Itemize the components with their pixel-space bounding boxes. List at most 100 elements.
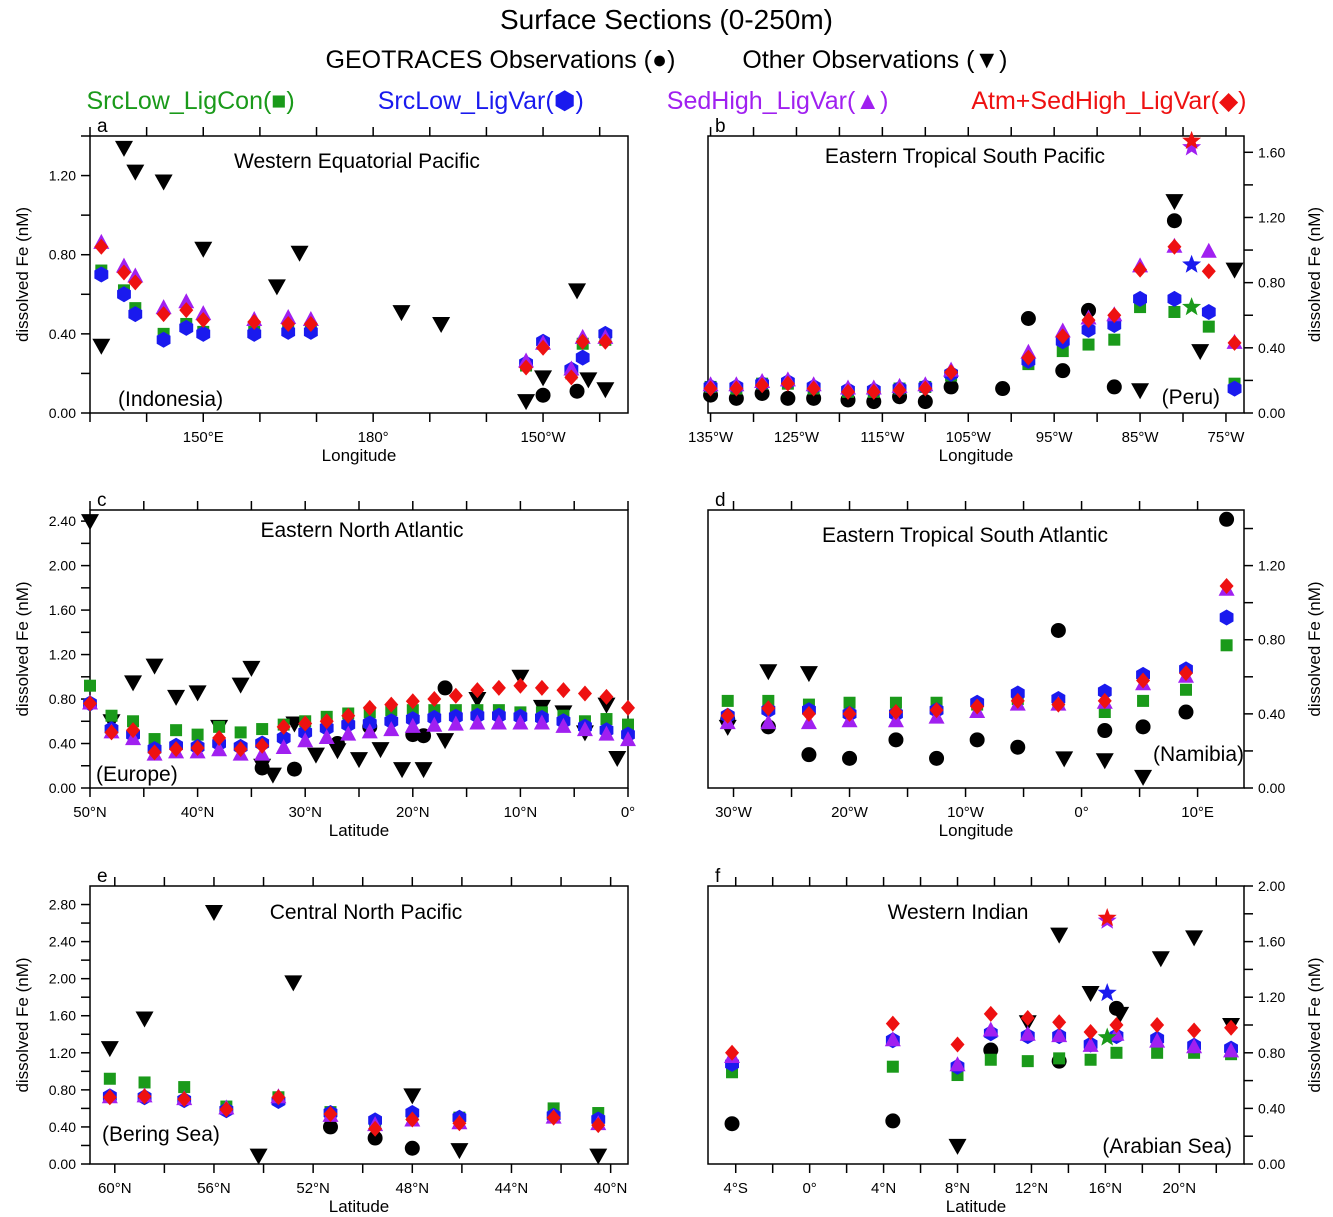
data-point [1097,983,1117,1002]
data-point [286,761,302,777]
series-other-observations [81,514,627,784]
y-axis-label: dissolved Fe (nM) [1305,581,1324,716]
y-tick-label: 2.40 [49,934,76,950]
data-point [536,339,551,356]
y-tick-label: 0.40 [49,1119,76,1135]
plot-frame [707,509,1245,789]
data-point [196,325,211,342]
data-point [102,1089,117,1106]
data-point [81,514,99,531]
series-geotraces-observations [703,213,1182,410]
data-point [564,369,579,386]
data-point [556,682,571,699]
data-point [842,705,857,722]
series-sedhigh-ligvar [93,233,614,376]
data-point [1050,622,1066,638]
y-tick-label: 1.60 [1258,934,1285,950]
data-point [1201,304,1216,320]
series-srclow-ligvar-star- [1097,983,1117,1002]
data-point [234,726,247,739]
x-tick-label: 40°N [181,804,215,821]
y-tick-label: 0.40 [49,326,76,342]
data-point [188,685,207,702]
data-point [1136,672,1151,689]
data-point [535,387,551,403]
panel-title: Eastern Tropical South Pacific [825,145,1105,168]
data-point [1167,238,1182,255]
data-point [247,325,262,342]
data-point [806,380,821,397]
data-point [367,1130,383,1146]
data-point [513,677,528,694]
y-tick-label: 0.00 [49,405,76,421]
series-srclow-ligcon-star- [1182,297,1202,316]
y-tick-label: 0.00 [49,780,76,796]
data-point [886,1060,899,1073]
data-point [1220,639,1233,652]
data-point [1095,753,1114,770]
data-point [969,732,985,748]
region-annotation: (Europe) [96,763,178,786]
data-point [1182,137,1202,156]
data-point [1081,312,1096,329]
data-point [84,679,96,692]
x-tick-label: 20°N [396,804,430,821]
data-point [178,293,195,309]
panel-d: 30°W 20°W 10°W 0° 10°E 0.00 0.40 0.80 1.20 Longit… [707,490,1324,840]
y-tick-label: 0.80 [49,1082,76,1098]
y-tick-label: 1.60 [1258,144,1285,160]
data-point [271,1089,286,1106]
data-point [575,333,590,350]
data-point [721,694,734,707]
data-point [760,714,777,730]
data-point [191,728,204,741]
data-point [1149,1032,1166,1048]
y-tick-label: 0.80 [49,247,76,263]
data-point [842,750,858,766]
data-point [147,744,162,761]
data-point [267,279,286,296]
data-point [1219,511,1235,527]
data-point [177,1091,192,1108]
data-point [841,383,856,400]
data-point [568,283,587,300]
y-tick-label: 0.40 [49,736,76,752]
data-point [720,707,735,724]
series-geotraces-observations [322,1119,420,1156]
data-point [929,750,945,766]
data-point [92,338,111,355]
data-point [755,377,770,394]
x-tick-label: 95°W [1036,429,1074,446]
data-point [297,732,314,748]
data-point [285,716,304,733]
data-point [1050,927,1069,944]
panel-e: 60°N 56°N 52°N 48°N 44°N 40°N 0.00 0.40 0.80 1.20… [13,866,629,1216]
series-geotraces-observations [720,511,1235,766]
region-annotation: (Bering Sea) [102,1123,220,1146]
data-point [780,390,796,406]
data-point [468,692,487,709]
data-point [1137,694,1150,707]
data-point [1108,1000,1124,1016]
panel-title: Eastern North Atlantic [260,519,463,542]
series-other-observations [718,664,1153,786]
series-other-observations [1131,194,1244,400]
data-point [432,316,451,333]
data-point [555,717,572,733]
data-point [322,1119,338,1135]
data-point [534,370,553,387]
series-atm-sedhigh-ligvar [720,577,1234,724]
data-point [950,1036,965,1053]
region-annotation: (Namibia) [1153,743,1244,766]
x-tick-label: 12°N [1015,1180,1049,1197]
data-point [1055,328,1070,345]
x-tick-label: 0° [802,1180,816,1197]
data-point [1186,1038,1203,1054]
data-point [1179,683,1192,696]
data-point [1097,1027,1117,1046]
legend-srclow-ligvar: SrcLow_LigVar(⬢) [377,87,584,115]
x-axis-label: Longitude [939,446,1014,465]
panel-a: 150°E 180° 150°W 0.00 0.40 0.80 1.20 Longitude d… [13,116,629,465]
y-tick-label: 0.40 [1258,1100,1285,1116]
figure-subtitle: GEOTRACES Observations (●) Other Observa… [0,46,1333,75]
